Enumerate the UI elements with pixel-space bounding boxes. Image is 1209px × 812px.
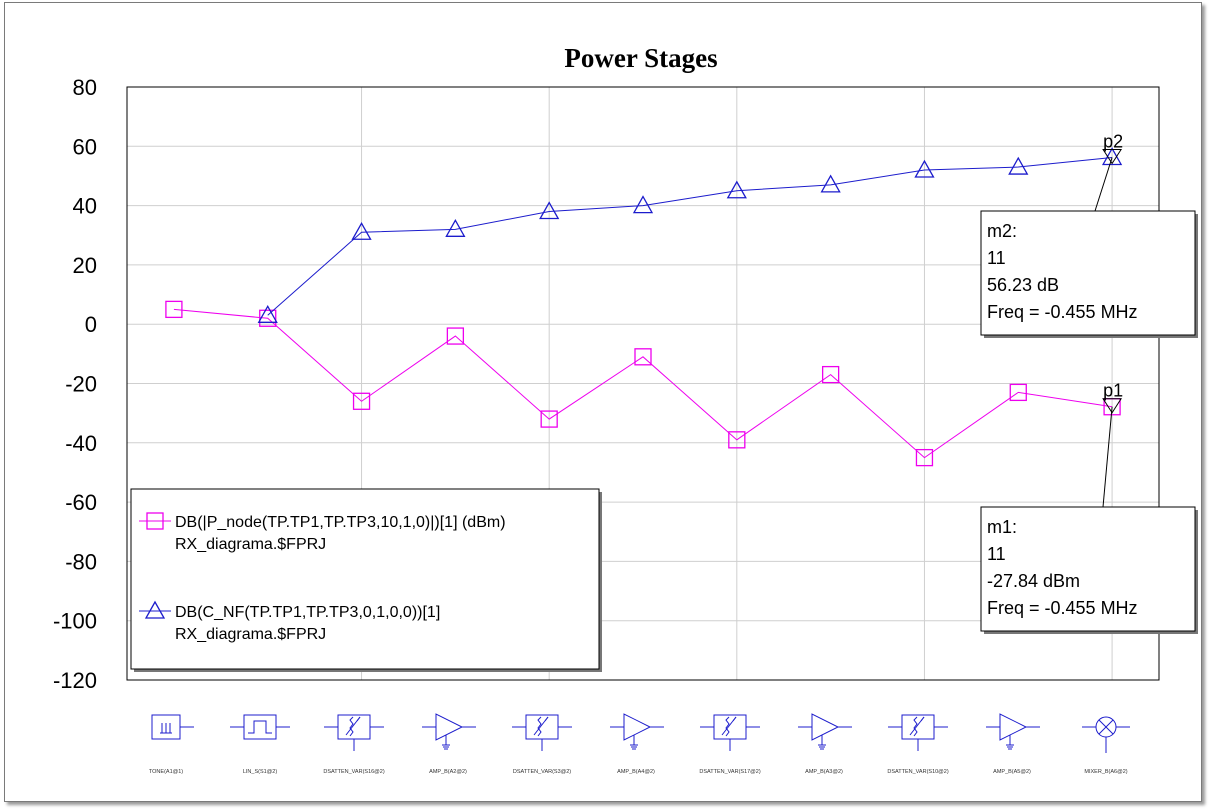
component-filter-icon: [230, 714, 290, 740]
data-point: [165, 300, 183, 319]
data-point: [446, 327, 465, 345]
marker-leader: [1094, 157, 1113, 212]
data-point: [539, 201, 560, 220]
ytick-label: -100: [53, 609, 97, 634]
ytick-label: 80: [73, 75, 97, 100]
marker-readout-line: 56.23 dB: [987, 275, 1059, 295]
ytick-label: 40: [73, 194, 97, 219]
component-label: DSATTEN_VAR(S10@2): [887, 769, 948, 775]
data-point: [634, 348, 652, 366]
data-point: [540, 410, 558, 428]
component-label: MIXER_B(A6@2): [1084, 769, 1127, 775]
data-point: [632, 195, 654, 214]
data-point: [1009, 383, 1027, 402]
ytick-label: -60: [65, 490, 97, 515]
component-amp-icon: [422, 713, 476, 750]
marker-readout-line: -27.84 dBm: [987, 571, 1080, 591]
chart-title: Power Stages: [564, 43, 717, 73]
legend-series-name: DB(C_NF(TP.TP1,TP.TP3,0,1,0,0))[1]: [175, 604, 440, 621]
marker-readout-line: Freq = -0.455 MHz: [987, 302, 1138, 322]
component-amp-icon: [986, 713, 1040, 750]
marker-triangle: [1102, 398, 1123, 414]
component-label: DSATTEN_VAR(S16@2): [323, 769, 384, 775]
data-point: [259, 309, 277, 327]
ytick-label: 60: [73, 134, 97, 159]
data-point: [728, 431, 746, 449]
marker-box: [980, 210, 1196, 336]
data-point: [445, 218, 466, 237]
marker-readout-line: m1:: [987, 517, 1017, 537]
component-tone-icon: [151, 714, 194, 740]
component-label: DSATTEN_VAR(S3@2): [513, 769, 571, 775]
data-point: [1008, 156, 1029, 175]
data-point: [352, 392, 371, 410]
ytick-label: -40: [65, 431, 97, 456]
component-atten-icon: [888, 714, 948, 751]
data-point: [820, 174, 841, 193]
data-point: [726, 180, 747, 199]
power-stages-chart: Power Stages 80 60 40 20 0 -20 -40 -60 -80 -100 -1…: [53, 43, 1198, 775]
component-label: LIN_S(S1@2): [243, 769, 277, 775]
data-point: [821, 365, 840, 384]
data-point: [915, 448, 934, 467]
data-point: [914, 159, 935, 178]
legend-series-source: RX_diagrama.$FPRJ: [175, 626, 326, 643]
marker-id: p2: [1103, 131, 1123, 151]
marker-triangle: [1102, 148, 1123, 165]
ytick-label: 0: [85, 312, 97, 337]
marker-box: [980, 506, 1196, 632]
component-atten-icon: [324, 714, 384, 751]
marker-readout-line: 11: [987, 248, 1006, 268]
legend-box: [130, 488, 600, 670]
component-atten-icon: [700, 714, 760, 751]
component-atten-icon: [512, 714, 572, 751]
legend-series-source: RX_diagrama.$FPRJ: [175, 536, 326, 553]
component-amp-icon: [798, 713, 852, 750]
component-label: TONE(A1@1): [149, 769, 183, 775]
legend-triangle-icon: [144, 600, 166, 619]
marker-readout-line: Freq = -0.455 MHz: [987, 598, 1138, 618]
data-point: [351, 221, 372, 240]
series-line: [173, 308, 1113, 459]
marker-readout-line: m2:: [987, 221, 1017, 241]
component-mixer-icon: [1082, 716, 1130, 753]
ytick-label: -20: [65, 372, 97, 397]
plot-window: Power Stages 80 60 40 20 0 -20 -40 -60 -80 -100 -1…: [4, 2, 1202, 802]
ytick-label: -80: [65, 549, 97, 574]
marker-id: p1: [1103, 381, 1123, 401]
component-amp-icon: [610, 713, 664, 750]
legend-square-icon: [146, 512, 164, 530]
marker-leader: [1102, 406, 1113, 508]
ytick-label: 20: [73, 253, 97, 278]
component-label: AMP_B(A3@2): [805, 769, 843, 775]
series-line: [267, 156, 1113, 316]
ytick-label: -120: [53, 668, 97, 693]
component-label: AMP_B(A4@2): [617, 769, 655, 775]
component-label: AMP_B(A5@2): [993, 769, 1031, 775]
data-point: [257, 304, 278, 323]
legend-series-name: DB(|P_node(TP.TP1,TP.TP3,10,1,0)|)[1] (d…: [175, 514, 506, 531]
marker-readout-line: 11: [987, 544, 1006, 564]
component-label: DSATTEN_VAR(S17@2): [699, 769, 760, 775]
component-label: AMP_B(A2@2): [429, 769, 467, 775]
plot-area: [126, 86, 1160, 681]
